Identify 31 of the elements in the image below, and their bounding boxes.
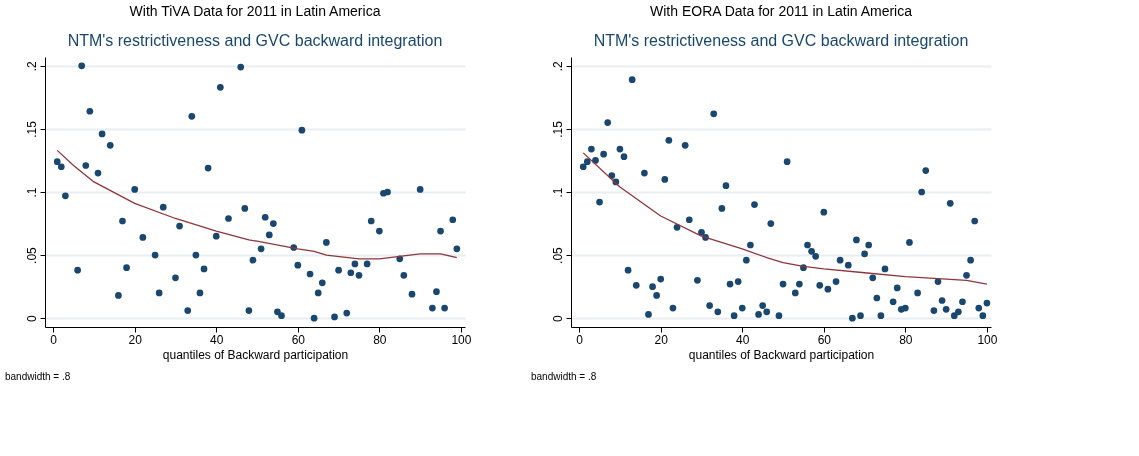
x-axis-title: quantiles of Backward participation bbox=[688, 347, 875, 362]
x-tick-label: 100 bbox=[451, 332, 472, 347]
x-tick-label: 80 bbox=[899, 332, 913, 347]
y-tick-label: .15 bbox=[550, 120, 565, 138]
line-series bbox=[582, 152, 988, 285]
y-tick-label: .05 bbox=[24, 246, 39, 264]
y-tick-label: .1 bbox=[24, 187, 39, 198]
x-tick-label: 60 bbox=[817, 332, 832, 347]
x-tick-label: 80 bbox=[373, 332, 387, 347]
x-tick-label: 0 bbox=[50, 332, 58, 347]
y-tick-label: .1 bbox=[550, 187, 565, 198]
x-tick-label: 60 bbox=[291, 332, 306, 347]
chart-subtitle: NTM's restrictiveness and GVC backward integration bbox=[593, 32, 969, 49]
chart-title: With TiVA Data for 2011 in Latin America bbox=[129, 3, 381, 19]
x-tick-label: 20 bbox=[128, 332, 143, 347]
x-tick-label: 40 bbox=[736, 332, 750, 347]
y-tick-label: 0 bbox=[24, 315, 39, 323]
x-tick-label: 20 bbox=[654, 332, 669, 347]
x-axis-title: quantiles of Backward participation bbox=[162, 347, 349, 362]
chart-subtitle: NTM's restrictiveness and GVC backward integration bbox=[67, 32, 443, 49]
y-tick-label: .2 bbox=[550, 61, 565, 72]
y-tick-label: .15 bbox=[24, 120, 39, 138]
text: bandwidth = .8 bbox=[5, 371, 71, 382]
x-tick-label: 40 bbox=[210, 332, 224, 347]
x-tick-label: 100 bbox=[977, 332, 998, 347]
y-tick-label: .05 bbox=[550, 246, 565, 264]
y-tick-label: 0 bbox=[550, 315, 565, 323]
y-tick-label: .2 bbox=[24, 61, 39, 72]
text: bandwidth = .8 bbox=[531, 371, 597, 382]
chart-title: With EORA Data for 2011 in Latin America bbox=[650, 3, 913, 19]
x-tick-label: 0 bbox=[576, 332, 584, 347]
